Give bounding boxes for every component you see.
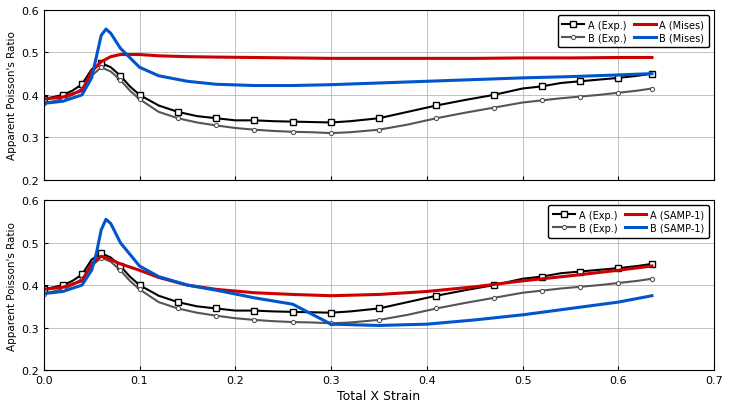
Legend: A (Exp.), B (Exp.), A (SAMP-1), B (SAMP-1): A (Exp.), B (Exp.), A (SAMP-1), B (SAMP-… bbox=[548, 206, 710, 238]
Y-axis label: Apparent Poisson's Ratio: Apparent Poisson's Ratio bbox=[7, 221, 17, 350]
Legend: A (Exp.), B (Exp.), A (Mises), B (Mises): A (Exp.), B (Exp.), A (Mises), B (Mises) bbox=[558, 16, 710, 48]
Y-axis label: Apparent Poisson's Ratio: Apparent Poisson's Ratio bbox=[7, 31, 17, 160]
X-axis label: Total X Strain: Total X Strain bbox=[337, 389, 420, 402]
